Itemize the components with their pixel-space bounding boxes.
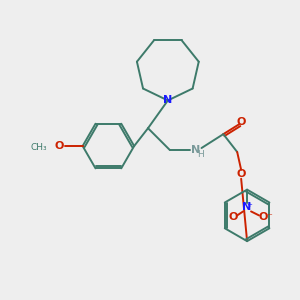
- Text: O: O: [236, 117, 246, 127]
- Text: O: O: [258, 212, 268, 222]
- Text: CH₃: CH₃: [30, 142, 47, 152]
- Text: N: N: [163, 95, 172, 106]
- Text: +: +: [246, 202, 252, 208]
- Text: H: H: [197, 151, 204, 160]
- Text: O: O: [236, 169, 246, 179]
- Text: N: N: [191, 145, 200, 155]
- Text: O: O: [54, 141, 64, 151]
- Text: N: N: [242, 202, 252, 212]
- Text: ⁻: ⁻: [266, 212, 272, 222]
- Text: O: O: [229, 212, 238, 222]
